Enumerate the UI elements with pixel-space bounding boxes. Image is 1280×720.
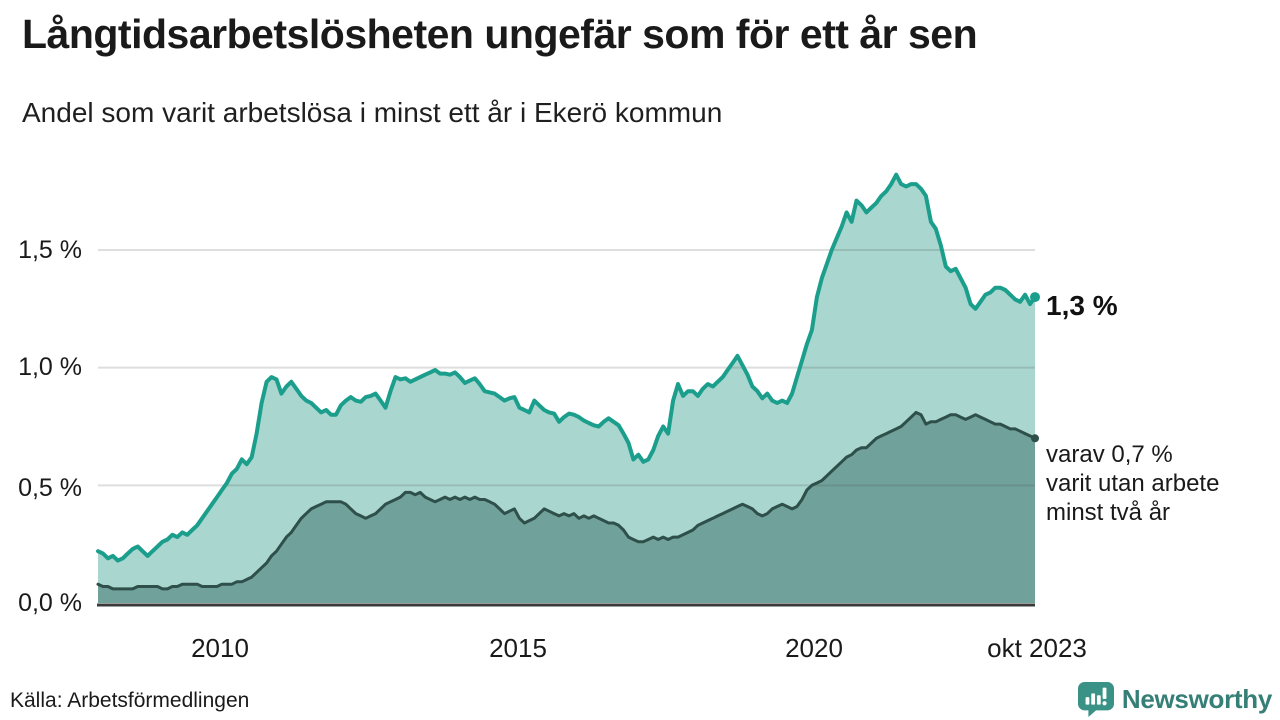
secondary-annotation-line: varit utan arbete	[1046, 470, 1220, 497]
page-title: Långtidsarbetslösheten ungefär som för e…	[22, 11, 978, 57]
x-axis-tick-label: 2020	[785, 633, 843, 663]
current-value-annotation: 1,3 %	[1046, 290, 1118, 321]
y-axis-tick-label: 1,0 %	[18, 353, 82, 381]
secondary-annotation-line: minst två år	[1046, 499, 1171, 526]
y-axis-tick-label: 1,5 %	[18, 236, 82, 264]
newsworthy-logo: Newsworthy	[1077, 680, 1272, 718]
secondary-series-annotation: varav 0,7 % varit utan arbete minst två …	[1046, 440, 1219, 527]
page-subtitle: Andel som varit arbetslösa i minst ett å…	[22, 97, 723, 128]
source-text: Källa: Arbetsförmedlingen	[10, 689, 250, 712]
x-axis-tick-label: 2015	[489, 633, 547, 663]
secondary-annotation-line: varav 0,7 %	[1046, 441, 1173, 468]
x-axis-tick-label: okt 2023	[987, 633, 1087, 663]
newsworthy-logo-icon	[1077, 681, 1114, 717]
y-axis-tick-label: 0,0 %	[18, 589, 82, 617]
y-axis-tick-label: 0,5 %	[18, 474, 82, 502]
x-axis-tick-label: 2010	[191, 633, 249, 663]
newsworthy-logo-text: Newsworthy	[1121, 683, 1272, 714]
